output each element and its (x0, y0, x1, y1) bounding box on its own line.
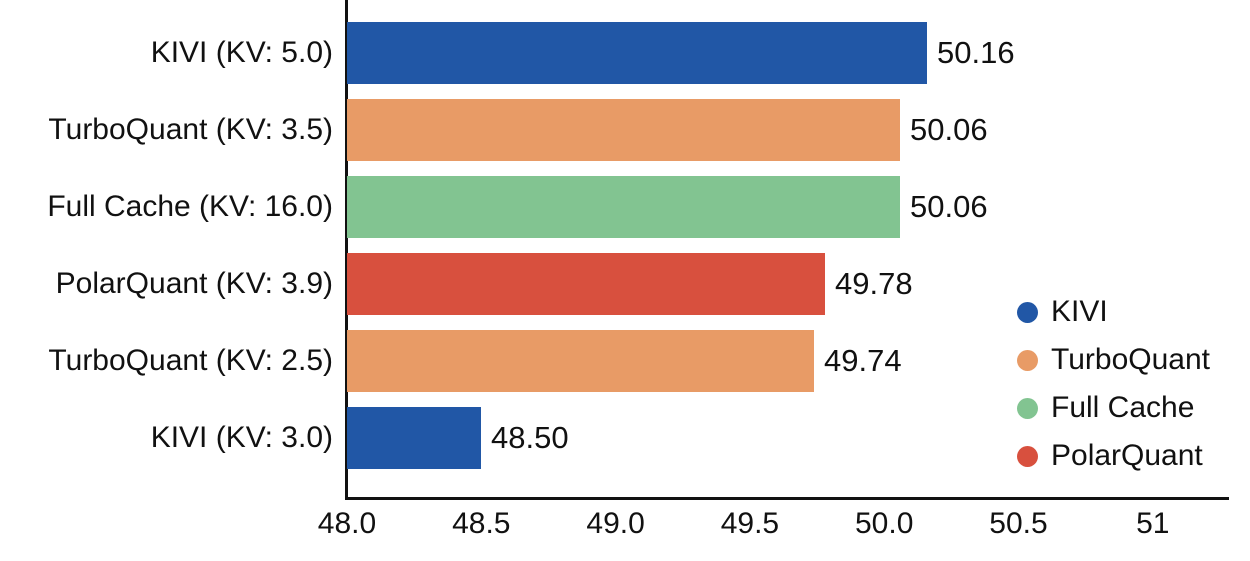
legend-marker-circle (1017, 445, 1038, 467)
bar (347, 99, 900, 161)
bar (347, 22, 927, 84)
x-tick-label: 48.0 (317, 507, 377, 540)
value-label: 48.50 (491, 420, 569, 455)
bar (347, 176, 900, 238)
bar (347, 330, 814, 392)
legend-label: TurboQuant (1051, 343, 1210, 376)
bar (347, 407, 481, 469)
category-label: Full Cache (KV: 16.0) (47, 190, 333, 223)
value-label: 49.78 (835, 266, 913, 301)
category-label: TurboQuant (KV: 3.5) (48, 113, 333, 146)
bar (347, 253, 825, 315)
category-label: KIVI (KV: 3.0) (150, 421, 333, 454)
value-label: 50.06 (910, 189, 988, 224)
category-label: TurboQuant (KV: 2.5) (48, 344, 333, 377)
y-axis-line (345, 0, 348, 500)
x-tick-label: 50.5 (989, 507, 1048, 540)
legend-item: TurboQuant (1017, 336, 1210, 384)
legend-marker-circle (1017, 349, 1038, 371)
x-tick-label: 49.5 (720, 507, 780, 540)
x-tick-label: 50.0 (854, 507, 914, 540)
value-label: 49.74 (824, 343, 902, 378)
category-label: PolarQuant (KV: 3.9) (55, 267, 333, 300)
legend-item: Full Cache (1017, 384, 1194, 432)
x-tick-label: 49.0 (586, 507, 645, 540)
value-label: 50.06 (910, 112, 988, 147)
legend-marker-circle (1017, 301, 1038, 323)
x-axis-line (345, 497, 1229, 500)
legend-item: KIVI (1017, 288, 1108, 336)
x-tick-label: 48.5 (452, 507, 511, 540)
value-label: 50.16 (937, 35, 1015, 70)
legend-label: PolarQuant (1051, 439, 1203, 472)
x-tick-label: 51 (1136, 507, 1170, 540)
legend-label: Full Cache (1051, 391, 1195, 424)
category-label: KIVI (KV: 5.0) (150, 36, 333, 69)
legend-label: KIVI (1051, 295, 1108, 328)
legend-marker-circle (1017, 397, 1038, 419)
legend-item: PolarQuant (1017, 432, 1203, 480)
